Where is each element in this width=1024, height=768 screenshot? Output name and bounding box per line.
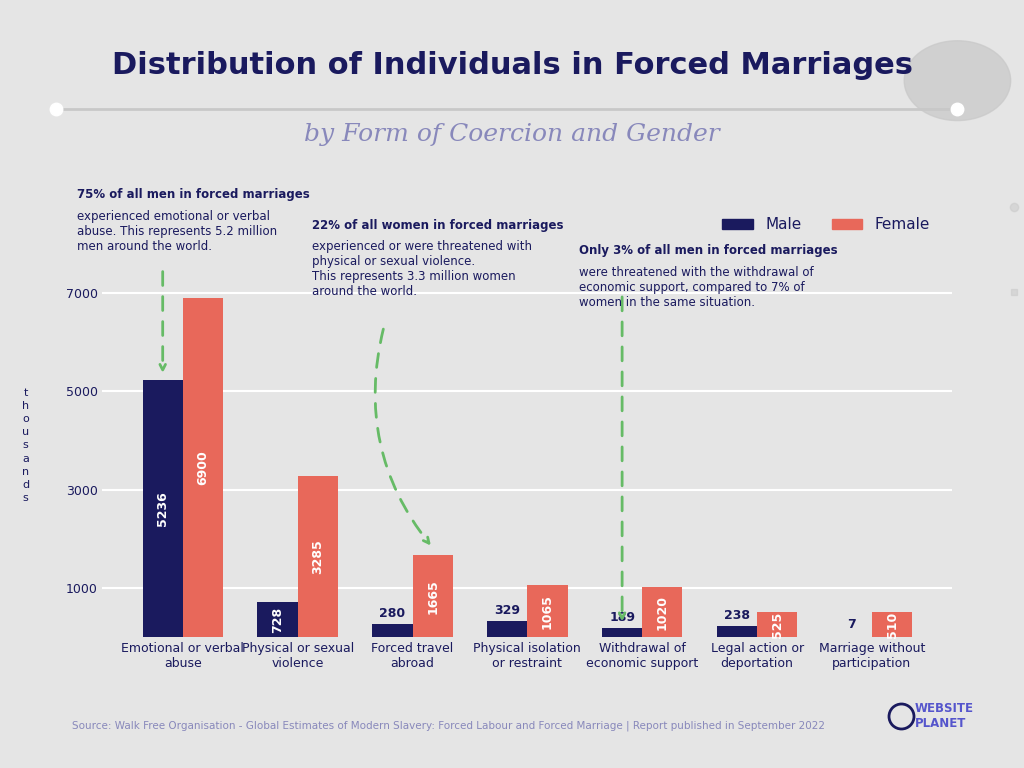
Text: 5236: 5236 — [157, 492, 169, 526]
Circle shape — [904, 41, 1011, 121]
Text: 6900: 6900 — [197, 450, 209, 485]
Text: 3285: 3285 — [311, 539, 325, 574]
Text: were threatened with the withdrawal of
economic support, compared to 7% of
women: were threatened with the withdrawal of e… — [579, 266, 813, 309]
Text: 1065: 1065 — [541, 594, 554, 629]
Text: WEBSITE
PLANET: WEBSITE PLANET — [914, 702, 974, 730]
Bar — [298, 475, 338, 637]
Bar — [642, 588, 682, 637]
Bar — [142, 379, 183, 637]
Text: 22% of all women in forced marriages: 22% of all women in forced marriages — [312, 219, 564, 232]
Text: 189: 189 — [609, 611, 635, 624]
Text: experienced emotional or verbal
abuse. This represents 5.2 million
men around th: experienced emotional or verbal abuse. T… — [77, 210, 276, 253]
Text: 7: 7 — [848, 618, 856, 631]
Bar — [602, 628, 642, 637]
Text: by Form of Coercion and Gender: by Form of Coercion and Gender — [304, 123, 720, 146]
Text: Distribution of Individuals in Forced Marriages: Distribution of Individuals in Forced Ma… — [112, 51, 912, 80]
Text: 525: 525 — [771, 611, 783, 637]
Bar — [373, 624, 413, 637]
Bar — [717, 626, 757, 637]
Text: 1665: 1665 — [426, 579, 439, 614]
Text: Only 3% of all men in forced marriages: Only 3% of all men in forced marriages — [579, 244, 838, 257]
Text: 238: 238 — [724, 609, 750, 622]
Text: 510: 510 — [886, 612, 898, 638]
Bar — [527, 585, 567, 637]
Bar — [757, 611, 798, 637]
Text: 280: 280 — [379, 607, 406, 620]
Text: 728: 728 — [271, 607, 284, 633]
Bar — [183, 298, 223, 637]
Bar — [871, 612, 912, 637]
Text: experienced or were threatened with
physical or sexual violence.
This represents: experienced or were threatened with phys… — [312, 240, 532, 299]
Text: 329: 329 — [495, 604, 520, 617]
Bar — [413, 555, 453, 637]
Text: 75% of all men in forced marriages: 75% of all men in forced marriages — [77, 188, 309, 201]
Text: 1020: 1020 — [655, 595, 669, 630]
Text: t
h
o
u
s
a
n
d
s: t h o u s a n d s — [23, 388, 29, 503]
Legend: Male, Female: Male, Female — [716, 211, 936, 238]
Bar — [257, 601, 298, 637]
Bar — [487, 621, 527, 637]
Text: Source: Walk Free Organisation - Global Estimates of Modern Slavery: Forced Labo: Source: Walk Free Organisation - Global … — [72, 720, 824, 731]
